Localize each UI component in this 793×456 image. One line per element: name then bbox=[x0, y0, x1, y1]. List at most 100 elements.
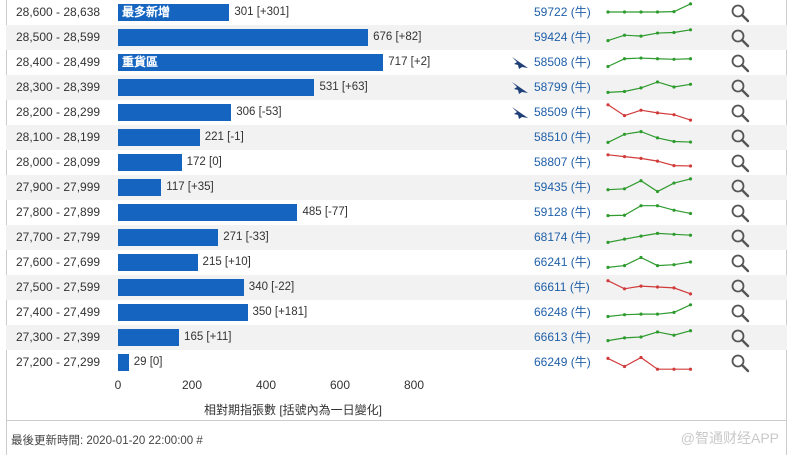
x-tick-label: 0 bbox=[114, 378, 122, 392]
bar[interactable] bbox=[118, 154, 182, 171]
sparkline-line bbox=[607, 356, 691, 370]
bar-value-label: 340 [-22] bbox=[248, 281, 295, 293]
warrant-code-link[interactable]: 68174 (牛) bbox=[534, 230, 591, 244]
warrant-code-link[interactable]: 66613 (牛) bbox=[534, 330, 591, 344]
search-icon[interactable] bbox=[730, 303, 750, 323]
search-icon[interactable] bbox=[730, 153, 750, 173]
warrant-code-link[interactable]: 59722 (牛) bbox=[534, 5, 591, 19]
bar[interactable] bbox=[118, 4, 230, 21]
bar-value-label: 717 [+2] bbox=[388, 56, 431, 68]
bar-value-label: 271 [-33] bbox=[223, 231, 269, 243]
search-icon[interactable] bbox=[730, 278, 750, 298]
sparkline-point bbox=[606, 39, 610, 43]
sparkline-point bbox=[606, 265, 610, 269]
bar[interactable] bbox=[118, 54, 384, 71]
sparkline-point bbox=[672, 263, 676, 267]
bar[interactable] bbox=[118, 279, 244, 296]
search-icon[interactable] bbox=[730, 253, 750, 273]
bar-value-label: 29 [0] bbox=[133, 356, 163, 368]
warrant-code-link[interactable]: 59128 (牛) bbox=[534, 205, 591, 219]
bar[interactable] bbox=[118, 104, 232, 121]
warrant-code-link[interactable]: 66611 (牛) bbox=[534, 280, 590, 294]
warrant-code-link[interactable]: 59435 (牛) bbox=[534, 180, 591, 194]
search-icon[interactable] bbox=[730, 328, 750, 348]
sparkline bbox=[606, 355, 693, 371]
x-tick-label: 800 bbox=[403, 378, 425, 392]
warrant-code-link[interactable]: 58510 (牛) bbox=[534, 130, 591, 144]
x-tick-label: 200 bbox=[181, 378, 203, 392]
sparkline-point bbox=[622, 114, 627, 118]
sparkline-point bbox=[655, 159, 660, 163]
sparkline-point bbox=[672, 164, 676, 168]
bar-value-label: 221 [-1] bbox=[204, 131, 244, 143]
bird-icon bbox=[512, 82, 528, 94]
sparkline-point bbox=[655, 10, 660, 14]
warrant-code-link[interactable]: 66248 (牛) bbox=[534, 305, 591, 319]
sparkline-point bbox=[606, 153, 610, 157]
sparkline bbox=[606, 279, 693, 296]
sparkline-point bbox=[622, 364, 627, 369]
search-icon[interactable] bbox=[730, 53, 750, 73]
bar[interactable] bbox=[118, 129, 200, 146]
bar-value-label: 531 [+63] bbox=[319, 81, 368, 93]
sparkline bbox=[606, 153, 693, 168]
sparkline-point bbox=[606, 314, 610, 319]
sparkline-point bbox=[622, 132, 627, 136]
warrant-code-link[interactable]: 58509 (牛) bbox=[534, 105, 591, 119]
bar[interactable] bbox=[118, 179, 162, 196]
last-updated-text: 最後更新時間: 2020-01-20 22:00:00 # bbox=[11, 435, 203, 447]
warrant-code-link[interactable]: 66249 (牛) bbox=[534, 355, 591, 369]
bar-value-label: 215 [+10] bbox=[202, 256, 251, 268]
bar[interactable] bbox=[118, 354, 129, 371]
search-icon[interactable] bbox=[730, 28, 750, 48]
sparkline-point bbox=[688, 260, 693, 264]
range-label: 28,100 - 28,199 bbox=[16, 130, 101, 144]
range-label: 27,600 - 27,699 bbox=[16, 255, 101, 269]
search-icon[interactable] bbox=[730, 3, 750, 23]
sparkline-point bbox=[622, 313, 627, 317]
sparkline-point bbox=[639, 10, 643, 14]
search-icon[interactable] bbox=[730, 78, 750, 98]
bar[interactable] bbox=[118, 79, 315, 96]
bar[interactable] bbox=[118, 329, 180, 346]
search-icon[interactable] bbox=[730, 128, 750, 148]
bar-value-label: 350 [+181] bbox=[252, 306, 308, 318]
footer: 最後更新時間: 2020-01-20 22:00:00 # @智通财经APP bbox=[6, 420, 787, 456]
sparkline-point bbox=[672, 10, 676, 14]
warrant-code-link[interactable]: 66241 (牛) bbox=[534, 255, 591, 269]
search-icon[interactable] bbox=[730, 178, 750, 198]
search-icon[interactable] bbox=[730, 203, 750, 223]
warrant-code-link[interactable]: 59424 (牛) bbox=[534, 30, 591, 44]
warrant-code-link[interactable]: 58807 (牛) bbox=[534, 155, 591, 169]
bar[interactable] bbox=[118, 229, 219, 246]
sparkline-point bbox=[606, 140, 610, 144]
search-icon[interactable] bbox=[730, 353, 750, 373]
sparkline-point bbox=[655, 312, 660, 316]
warrant-code-link[interactable]: 58799 (牛) bbox=[534, 80, 591, 94]
bar[interactable] bbox=[118, 304, 248, 321]
sparkline-line bbox=[607, 104, 691, 121]
table-row: 28,300 - 28,399 531 [+63] 58799 (牛) bbox=[6, 75, 787, 100]
sparkline-point bbox=[622, 287, 627, 291]
bar[interactable] bbox=[118, 29, 369, 46]
search-icon[interactable] bbox=[730, 228, 750, 248]
range-label: 27,200 - 27,299 bbox=[16, 355, 101, 369]
sparkline-point bbox=[622, 155, 627, 159]
warrant-code-link[interactable]: 58508 (牛) bbox=[534, 55, 591, 69]
sparkline bbox=[606, 56, 693, 69]
bar-value-label: 676 [+82] bbox=[373, 31, 422, 43]
sparkline-point bbox=[639, 156, 643, 160]
search-icon[interactable] bbox=[730, 103, 750, 123]
table-row: 28,500 - 28,599 676 [+82] 59424 (牛) bbox=[6, 25, 787, 50]
sparkline-point bbox=[606, 10, 610, 14]
bar[interactable] bbox=[118, 204, 298, 221]
bar-value-label: 117 [+35] bbox=[166, 181, 214, 193]
sparkline bbox=[606, 130, 693, 144]
sparkline-point bbox=[622, 213, 627, 217]
sparkline-point bbox=[606, 356, 610, 360]
sparkline-point bbox=[622, 187, 627, 191]
table-row: 27,900 - 27,999 117 [+35] 59435 (牛) bbox=[6, 175, 787, 200]
sparkline-point bbox=[622, 89, 627, 94]
bar[interactable] bbox=[118, 254, 198, 271]
sparkline-point bbox=[672, 367, 676, 371]
